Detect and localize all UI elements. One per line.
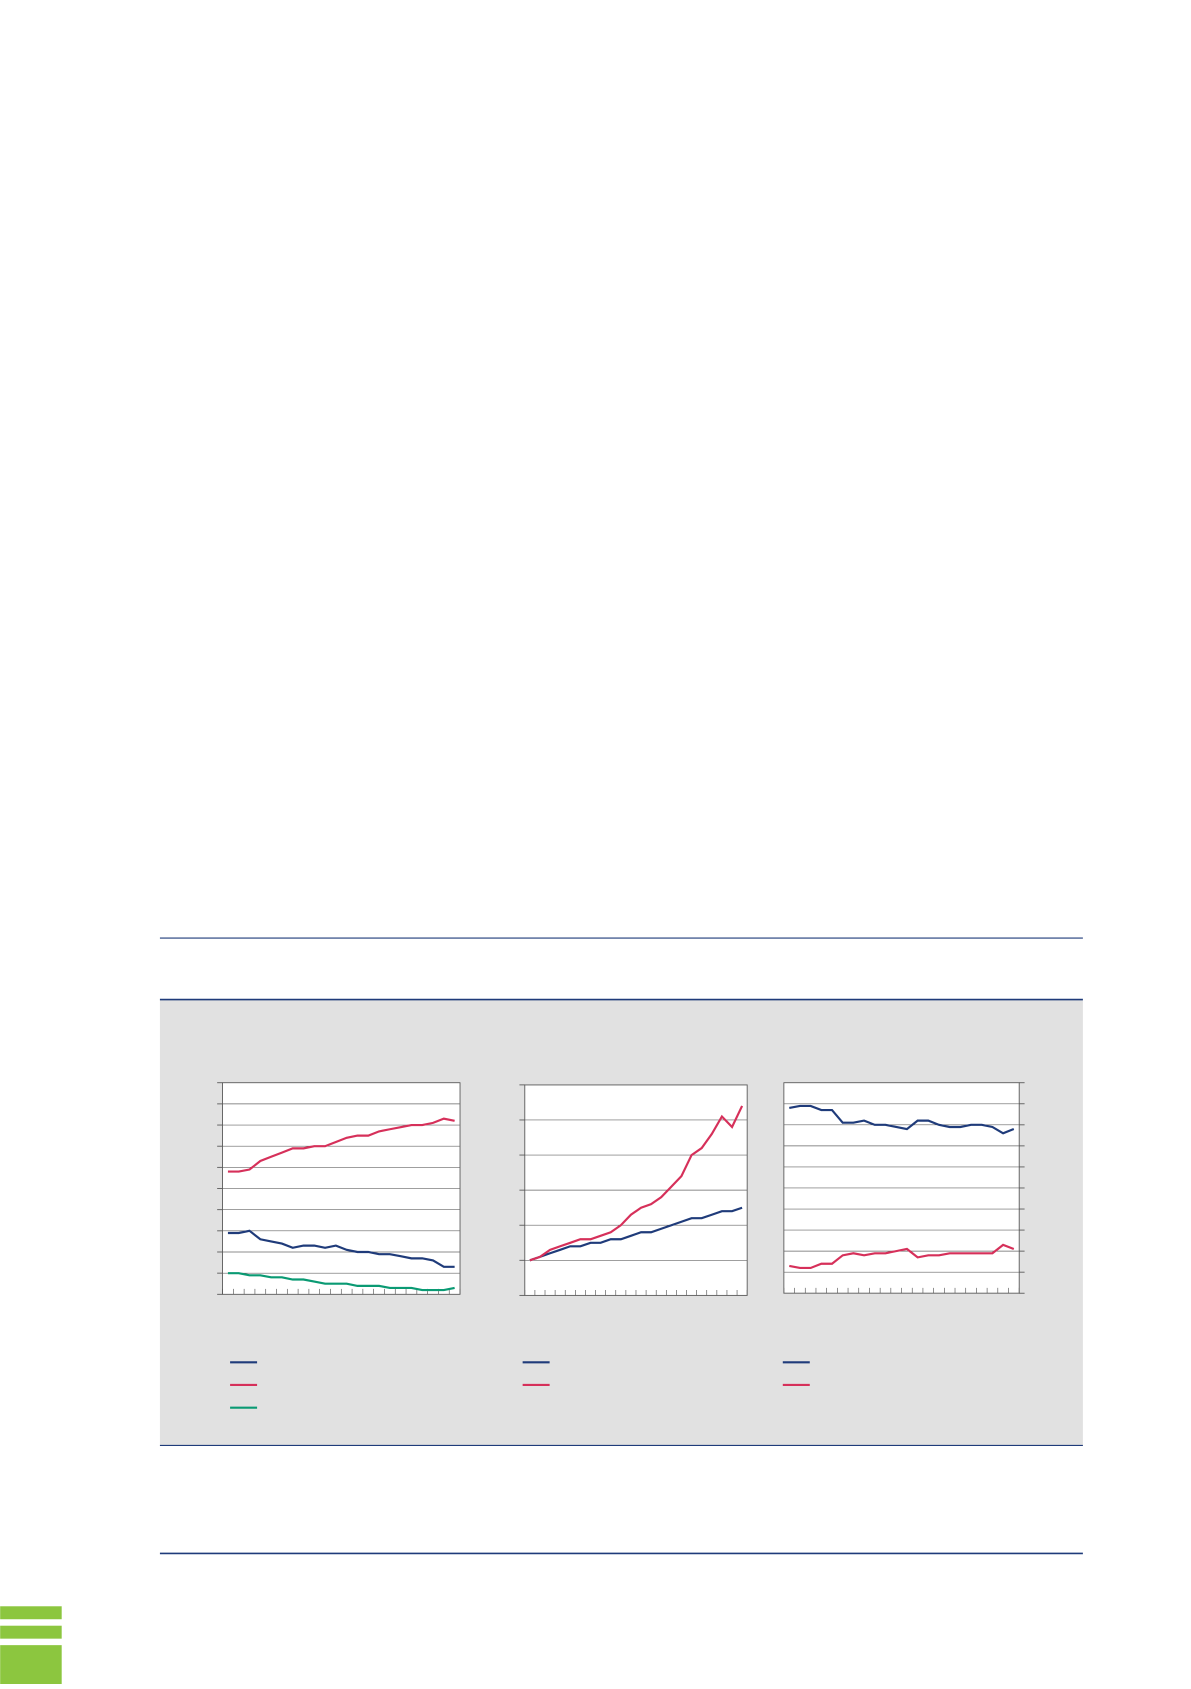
tab-marker — [0, 1606, 62, 1620]
series-line — [529, 1206, 743, 1262]
series-line — [227, 1229, 455, 1268]
series-line — [529, 1105, 744, 1262]
series-line — [227, 1117, 455, 1173]
tab-marker — [0, 1645, 62, 1684]
series-line — [227, 1272, 455, 1292]
tab-marker — [0, 1625, 62, 1639]
series-line — [789, 1104, 1015, 1135]
series-line — [789, 1243, 1015, 1270]
